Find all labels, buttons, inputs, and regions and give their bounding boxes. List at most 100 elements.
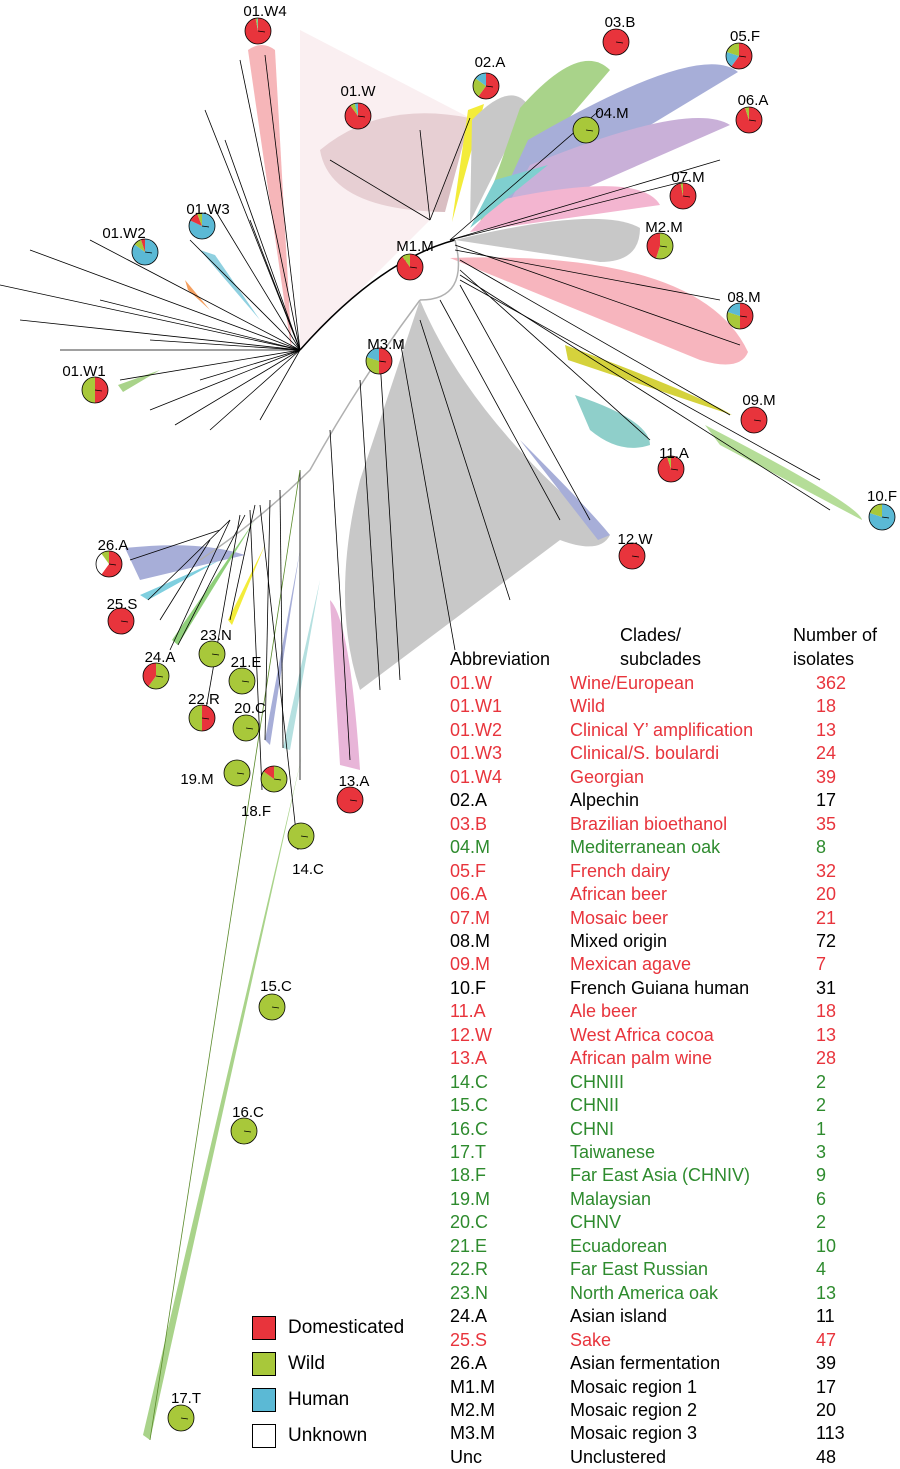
- pie-outline: [223, 759, 251, 787]
- clade-label-19.M: 19.M: [180, 771, 213, 788]
- pie-slice: [666, 456, 671, 469]
- header-number-line2: isolates: [793, 649, 855, 669]
- pie-chart-24.A: [142, 662, 170, 690]
- pie-outline: [657, 455, 685, 483]
- legend-item-wild: Wild: [252, 1352, 452, 1380]
- table-row: 22.R Far East Russian 4: [450, 1258, 900, 1281]
- legend-swatch-wild: [252, 1352, 276, 1376]
- table-row: 01.W Wine/European 362: [450, 672, 900, 695]
- row-clade-name: Mosaic region 2: [570, 1399, 698, 1420]
- clade-shape-11A: [575, 395, 650, 448]
- clade-pie-charts: [81, 17, 896, 1432]
- clade-shape-07M: [470, 186, 660, 232]
- clade-highlight-shapes: [118, 30, 862, 1440]
- pie-outline: [365, 347, 393, 375]
- row-isolate-count: 48: [816, 1446, 837, 1467]
- pie-center-tick: [739, 315, 748, 318]
- row-clade-name: Mosaic beer: [570, 907, 669, 928]
- legend-label-domesticated: Domesticated: [288, 1317, 405, 1338]
- table-row: 01.W1 Wild 18: [450, 695, 900, 718]
- pie-outline: [572, 116, 600, 144]
- pie-slice: [263, 766, 274, 779]
- table-row: 07.M Mosaic beer 21: [450, 907, 900, 930]
- clade-label-14.C: 14.C: [292, 861, 324, 878]
- pie-center-tick: [738, 55, 747, 58]
- row-abbreviation: 14.C: [450, 1071, 489, 1092]
- pie-outline: [188, 704, 216, 732]
- pie-slice: [202, 705, 215, 731]
- row-abbreviation: 15.C: [450, 1095, 489, 1116]
- pie-center-tick: [670, 468, 679, 471]
- row-isolate-count: 7: [816, 954, 827, 975]
- row-clade-name: Far East Asia (CHNIV): [570, 1165, 751, 1186]
- pie-outline: [618, 542, 646, 570]
- row-isolate-count: 32: [816, 860, 837, 881]
- pie-slice: [726, 43, 739, 56]
- clade-label-01.W1: 01.W1: [62, 363, 105, 380]
- tree-branches: [0, 54, 831, 1441]
- clade-label-22.R: 22.R: [188, 691, 220, 708]
- pie-outline: [81, 376, 109, 404]
- legend-swatch-domesticated: [252, 1316, 276, 1340]
- row-clade-name: West Africa cocoa: [570, 1024, 714, 1045]
- clade-label-26.A: 26.A: [98, 537, 129, 554]
- row-abbreviation: 13.A: [450, 1048, 488, 1069]
- row-clade-name: Malaysian: [570, 1188, 652, 1209]
- pie-chart-M3.M: [365, 347, 393, 375]
- clade-label-04.M: 04.M: [595, 105, 628, 122]
- pie-center-tick: [201, 717, 210, 720]
- row-isolate-count: 35: [816, 813, 837, 834]
- pie-slice: [189, 705, 202, 731]
- pie-slice: [366, 356, 379, 374]
- row-clade-name: North America oak: [570, 1282, 719, 1303]
- row-clade-name: Sake: [570, 1329, 612, 1350]
- pie-slice: [727, 311, 740, 329]
- table-row: 01.W4 Georgian 39: [450, 766, 900, 789]
- pie-outline: [396, 253, 424, 281]
- clade-shape-01W4: [248, 45, 292, 355]
- pie-slice: [95, 377, 108, 403]
- table-row: 12.W West Africa cocoa 13: [450, 1024, 900, 1047]
- legend-label-human: Human: [288, 1389, 350, 1410]
- clade-label-05.F: 05.F: [730, 28, 760, 45]
- clade-label-24.A: 24.A: [145, 649, 176, 666]
- pie-chart-11.A: [657, 455, 685, 483]
- pie-outline: [258, 993, 286, 1021]
- pie-outline: [735, 106, 763, 134]
- pie-center-tick: [881, 516, 890, 519]
- row-abbreviation: M2.M: [450, 1399, 495, 1420]
- pie-outline: [107, 607, 135, 635]
- pie-center-tick: [236, 772, 245, 775]
- pie-center-tick: [155, 675, 164, 678]
- pie-outline: [230, 1117, 258, 1145]
- row-isolate-count: 11: [816, 1306, 835, 1327]
- row-clade-name: Taiwanese: [570, 1142, 656, 1162]
- pie-chart-20.C: [232, 714, 260, 742]
- pie-center-tick: [241, 680, 250, 683]
- clade-label-18.F: 18.F: [241, 803, 271, 820]
- table-row: 23.N North America oak 13: [450, 1282, 900, 1305]
- pie-outline: [167, 1404, 195, 1432]
- pie-chart-08.M: [726, 302, 754, 330]
- table-row: 04.M Mediterranean oak 8: [450, 836, 900, 859]
- pie-center-tick: [243, 1130, 252, 1133]
- clade-label-M2.M: M2.M: [645, 219, 683, 236]
- table-row: 26.A Asian fermentation 39: [450, 1352, 900, 1375]
- table-row: M1.M Mosaic region 1 17: [450, 1376, 900, 1399]
- row-abbreviation: 01.W2: [450, 719, 503, 740]
- pie-chart-01.W3: [188, 212, 216, 240]
- row-clade-name: Far East Russian: [570, 1259, 709, 1280]
- pie-slice: [680, 183, 683, 196]
- row-abbreviation: M3.M: [450, 1423, 495, 1444]
- pie-slice: [350, 103, 358, 116]
- pie-chart-07.M: [669, 182, 697, 210]
- pie-center-tick: [201, 225, 210, 228]
- pie-chart-M2.M: [646, 232, 674, 260]
- pie-center-tick: [349, 799, 358, 802]
- row-isolate-count: 13: [816, 1282, 837, 1303]
- table-row: 21.E Ecuadorean 10: [450, 1235, 900, 1258]
- pie-chart-01.W: [344, 102, 372, 130]
- row-abbreviation: 21.E: [450, 1235, 488, 1256]
- pie-center-tick: [211, 653, 220, 656]
- row-abbreviation: 02.A: [450, 790, 488, 811]
